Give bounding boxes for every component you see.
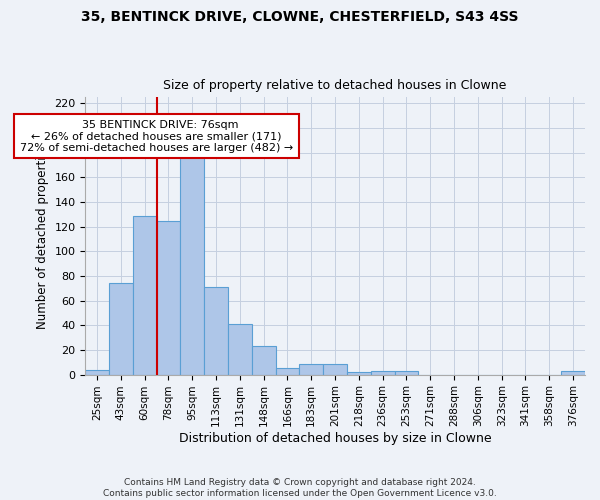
Text: 35 BENTINCK DRIVE: 76sqm
← 26% of detached houses are smaller (171)
72% of semi-: 35 BENTINCK DRIVE: 76sqm ← 26% of detach… [20,120,293,152]
Bar [204,287,228,374]
Bar [323,364,347,374]
Bar [275,368,299,374]
Title: Size of property relative to detached houses in Clowne: Size of property relative to detached ho… [163,79,507,92]
Bar [347,372,371,374]
Bar [85,370,109,374]
Bar [561,371,585,374]
Bar [252,346,275,374]
Bar [299,364,323,374]
Bar [181,154,204,374]
Bar [133,216,157,374]
Bar [371,371,395,374]
X-axis label: Distribution of detached houses by size in Clowne: Distribution of detached houses by size … [179,432,491,445]
Text: 35, BENTINCK DRIVE, CLOWNE, CHESTERFIELD, S43 4SS: 35, BENTINCK DRIVE, CLOWNE, CHESTERFIELD… [81,10,519,24]
Bar [395,371,418,374]
Text: Contains HM Land Registry data © Crown copyright and database right 2024.
Contai: Contains HM Land Registry data © Crown c… [103,478,497,498]
Bar [157,220,181,374]
Y-axis label: Number of detached properties: Number of detached properties [35,143,49,329]
Bar [228,324,252,374]
Bar [109,284,133,374]
